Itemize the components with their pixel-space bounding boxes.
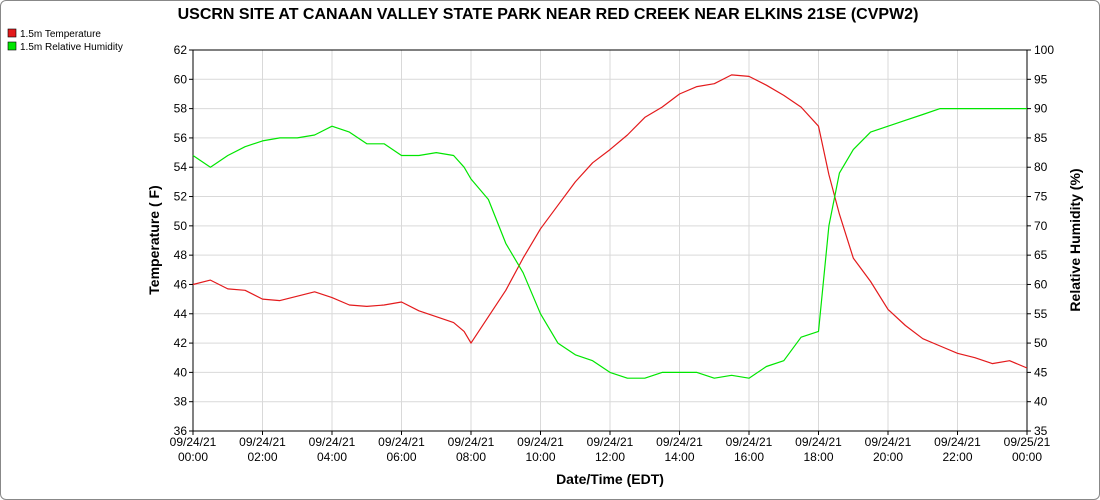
y-tick-label: 58 xyxy=(174,102,188,116)
y2-tick-label: 90 xyxy=(1034,102,1048,116)
x-tick-label-time: 10:00 xyxy=(525,450,555,464)
x-tick-label-date: 09/24/21 xyxy=(934,435,981,449)
y2-tick-label: 80 xyxy=(1034,160,1048,174)
x-tick-label-time: 16:00 xyxy=(734,450,764,464)
legend-swatch-humidity xyxy=(7,41,17,51)
y-tick-label: 42 xyxy=(174,336,188,350)
y-tick-label: 54 xyxy=(174,160,188,174)
grid xyxy=(192,49,1028,432)
y-tick-label: 48 xyxy=(174,248,188,262)
y2-tick-label: 50 xyxy=(1034,336,1048,350)
x-tick-label-time: 20:00 xyxy=(873,450,903,464)
y2-tick-label: 35 xyxy=(1034,424,1048,438)
series-lines xyxy=(192,74,1028,379)
x-tick-label-date: 09/24/21 xyxy=(239,435,286,449)
y2-tick-label: 95 xyxy=(1034,72,1048,86)
legend-label-humidity: 1.5m Relative Humidity xyxy=(20,42,123,53)
y-tick-label: 38 xyxy=(174,395,188,409)
x-tick-label-time: 14:00 xyxy=(664,450,694,464)
y-tick-label: 46 xyxy=(174,277,188,291)
x-tick-label-time: 12:00 xyxy=(595,450,625,464)
y2-tick-label: 65 xyxy=(1034,248,1048,262)
legend: 1.5m Temperature 1.5m Relative Humidity xyxy=(7,28,123,53)
x-tick-label-time: 06:00 xyxy=(386,450,416,464)
x-tick-label-time: 18:00 xyxy=(803,450,833,464)
ticks: 36 38 40 42 44 46 48 50 52 54 56 58 60 62 35 40 45 50 55 60… xyxy=(170,43,1055,464)
x-tick-label-date: 09/24/21 xyxy=(309,435,356,449)
y2-tick-label: 70 xyxy=(1034,219,1048,233)
y-tick-label: 62 xyxy=(174,43,188,57)
x-tick-label-date: 09/24/21 xyxy=(587,435,634,449)
y-tick-label: 52 xyxy=(174,190,188,204)
y2-tick-label: 100 xyxy=(1034,43,1054,57)
y-tick-label: 36 xyxy=(174,424,188,438)
y-tick-label: 50 xyxy=(174,219,188,233)
x-tick-label-time: 22:00 xyxy=(942,450,972,464)
y2-tick-label: 55 xyxy=(1034,307,1048,321)
x-tick-label-date: 09/24/21 xyxy=(795,435,842,449)
y-axis-title: Temperature ( F) xyxy=(146,185,162,294)
y2-tick-label: 45 xyxy=(1034,365,1048,379)
series-line-temperature xyxy=(192,74,1028,369)
x-tick-label-date: 09/24/21 xyxy=(656,435,703,449)
x-tick-label-date: 09/24/21 xyxy=(865,435,912,449)
x-tick-label-date: 09/24/21 xyxy=(726,435,773,449)
y2-tick-label: 85 xyxy=(1034,131,1048,145)
y2-tick-label: 60 xyxy=(1034,277,1048,291)
y2-tick-label: 75 xyxy=(1034,190,1048,204)
x-tick-label-date: 09/24/21 xyxy=(448,435,495,449)
x-tick-label-date: 09/24/21 xyxy=(170,435,217,449)
x-tick-label-time: 04:00 xyxy=(317,450,347,464)
y2-axis-title: Relative Humidity (%) xyxy=(1067,168,1083,311)
x-axis-title: Date/Time (EDT) xyxy=(556,471,664,487)
x-tick-label-date: 09/25/21 xyxy=(1004,435,1051,449)
legend-label-temperature: 1.5m Temperature xyxy=(20,29,101,40)
x-tick-label-time: 00:00 xyxy=(1012,450,1042,464)
x-tick-label-date: 09/24/21 xyxy=(378,435,425,449)
chart-title: USCRN SITE AT CANAAN VALLEY STATE PARK N… xyxy=(178,6,919,23)
x-tick-label-time: 02:00 xyxy=(247,450,277,464)
x-tick-label-date: 09/24/21 xyxy=(517,435,564,449)
series-line-humidity xyxy=(192,107,1027,379)
legend-swatch-temperature xyxy=(7,28,17,38)
y-tick-label: 44 xyxy=(174,307,188,321)
y-tick-label: 60 xyxy=(174,72,188,86)
y-tick-label: 40 xyxy=(174,365,188,379)
x-tick-label-time: 00:00 xyxy=(178,450,208,464)
y-tick-label: 56 xyxy=(174,131,188,145)
y2-tick-label: 40 xyxy=(1034,395,1048,409)
x-tick-label-time: 08:00 xyxy=(456,450,486,464)
